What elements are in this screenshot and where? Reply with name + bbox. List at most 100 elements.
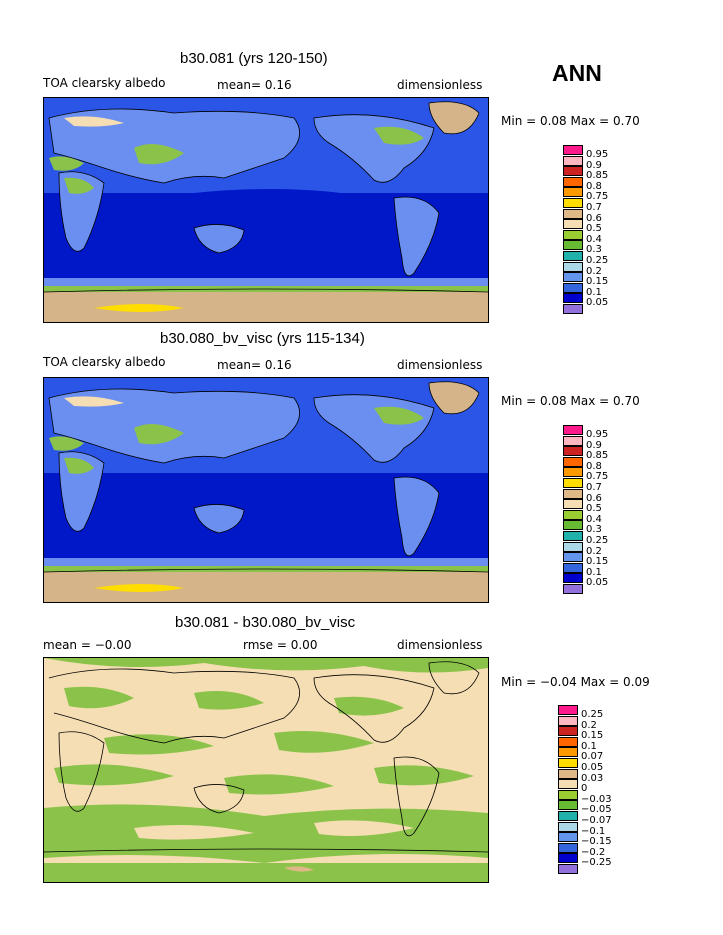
legend-swatch [558, 768, 578, 779]
legend-swatch [563, 187, 583, 198]
panel2-units: dimensionless [397, 358, 483, 372]
panel1-units: dimensionless [397, 78, 483, 92]
legend-label: 0.4 [586, 233, 602, 245]
panel2-variable: TOA clearsky albedo [43, 355, 166, 369]
legend-label: −0.07 [581, 815, 612, 826]
panel3-title: b30.081 - b30.080_bv_visc [175, 614, 356, 631]
panel2-title: b30.080_bv_visc (yrs 115-134) [160, 330, 365, 347]
legend-swatch [563, 499, 583, 510]
legend-label: 0.75 [586, 471, 609, 483]
legend-label: 0.7 [586, 482, 602, 493]
legend-swatch [563, 573, 583, 584]
legend-label: 0.3 [586, 244, 602, 256]
legend-label: 0.95 [586, 149, 609, 160]
legend-label: 0.6 [586, 492, 602, 504]
legend-swatch [563, 478, 583, 488]
legend-swatch [563, 176, 583, 187]
legend-label: 0.2 [586, 265, 602, 277]
legend-swatch [558, 864, 578, 874]
panel1-minmax: Min = 0.08 Max = 0.70 [501, 114, 640, 128]
panel1-title: b30.081 (yrs 120-150) [180, 50, 328, 67]
legend-swatch [558, 800, 578, 811]
legend-swatch [563, 208, 583, 219]
legend-swatch [563, 552, 583, 563]
legend-label: 0.07 [581, 751, 604, 763]
legend-swatch [563, 251, 583, 261]
panel3-mean: mean = −0.00 [43, 638, 132, 652]
legend-label: 0.2 [581, 719, 597, 731]
legend-label: −0.15 [581, 836, 612, 848]
legend-swatch [563, 531, 583, 541]
legend-label: 0.6 [586, 212, 602, 224]
panel3-rmse: rmse = 0.00 [243, 638, 318, 652]
legend-swatch [563, 488, 583, 499]
legend-label: −0.1 [581, 825, 606, 837]
legend-swatch [558, 747, 578, 758]
panel1-mean: mean= 0.16 [217, 78, 292, 92]
legend-swatch [563, 282, 583, 293]
panel1-variable: TOA clearsky albedo [43, 76, 166, 90]
legend-swatch [558, 736, 578, 747]
legend-swatch [558, 842, 578, 853]
legend-swatch [558, 821, 578, 832]
panel3-map [43, 657, 489, 883]
legend-label: 0.1 [586, 566, 602, 578]
legend-label: 0.25 [586, 535, 609, 546]
legend-label: 0.9 [586, 439, 602, 451]
legend-swatch [558, 832, 578, 843]
season-label: ANN [552, 60, 602, 86]
legend-swatch [558, 779, 578, 790]
legend-label: 0.15 [581, 730, 604, 742]
legend-swatch [563, 435, 583, 446]
legend-swatch [558, 853, 578, 864]
legend-swatch [563, 198, 583, 208]
legend-label: 0.1 [586, 286, 602, 298]
legend-label: 0.8 [586, 180, 602, 192]
legend-label: 0.05 [586, 577, 609, 589]
legend-label: 0.85 [586, 170, 609, 182]
legend-swatch [558, 705, 578, 715]
legend-label: 0.5 [586, 503, 602, 515]
legend-label: 0.95 [586, 429, 609, 440]
panel1-legend: 0.95 0.9 0.85 0.8 0.75 0.7 0.6 0.5 0.4 0.3 0.25 0.2… [563, 145, 643, 315]
legend-label: 0.25 [586, 255, 609, 266]
legend-swatch [563, 272, 583, 283]
legend-label: 0.1 [581, 740, 597, 752]
legend-label: 0 [581, 783, 588, 795]
legend-label: 0.3 [586, 524, 602, 536]
panel1-map [43, 97, 489, 323]
legend-swatch [563, 166, 583, 177]
legend-swatch [563, 467, 583, 478]
legend-label: 0.25 [581, 709, 604, 720]
panel3-units: dimensionless [397, 638, 483, 652]
legend-label: 0.03 [581, 772, 604, 784]
panel2-minmax: Min = 0.08 Max = 0.70 [501, 394, 640, 408]
legend-label: 0.75 [586, 191, 609, 203]
legend-swatch [563, 155, 583, 166]
legend-label: −0.2 [581, 846, 606, 858]
legend-swatch [558, 726, 578, 737]
legend-swatch [563, 293, 583, 304]
panel3-minmax: Min = −0.04 Max = 0.09 [501, 675, 650, 689]
panel2-legend: 0.95 0.9 0.85 0.8 0.75 0.7 0.6 0.5 0.4 0.3 0.25 0.2… [563, 425, 643, 595]
legend-swatch [563, 304, 583, 314]
legend-label: 0.05 [581, 762, 604, 773]
legend-swatch [563, 509, 583, 520]
legend-swatch [563, 145, 583, 155]
legend-label: −0.05 [581, 804, 612, 816]
legend-swatch [563, 446, 583, 457]
legend-label: 0.8 [586, 460, 602, 472]
legend-swatch [558, 811, 578, 821]
panel2-mean: mean= 0.16 [217, 358, 292, 372]
legend-label: 0.7 [586, 202, 602, 213]
panel2-map [43, 377, 489, 603]
legend-swatch [563, 261, 583, 272]
legend-swatch [563, 240, 583, 251]
legend-label: 0.15 [586, 556, 609, 568]
legend-swatch [563, 425, 583, 435]
legend-swatch [563, 456, 583, 467]
legend-swatch [563, 562, 583, 573]
legend-label: 0.2 [586, 545, 602, 557]
legend-swatch [558, 758, 578, 768]
panel3-legend: 0.25 0.2 0.15 0.1 0.07 0.05 0.03 0 −0.03 −0.05 −0.… [558, 705, 648, 875]
